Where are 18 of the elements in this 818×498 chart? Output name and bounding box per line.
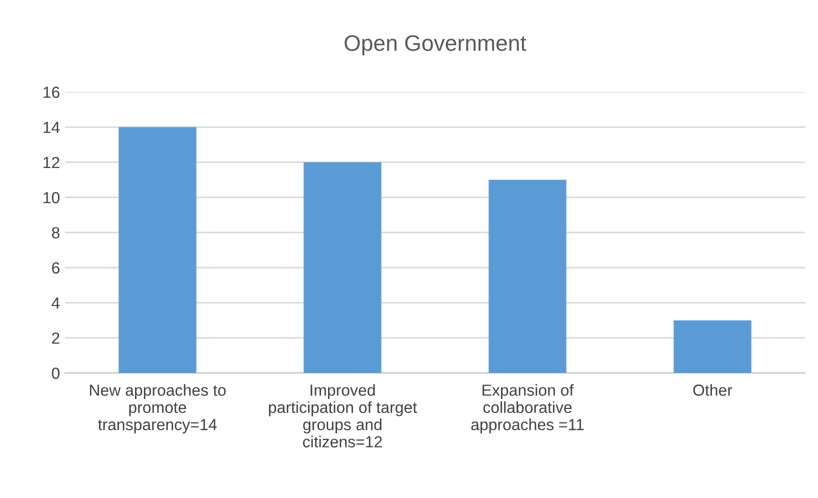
y-tick-label: 6 [52,262,60,274]
bar [304,162,382,373]
chart-title: Open Government [344,35,526,56]
y-tick-label: 2 [52,332,60,344]
y-tick-label: 0 [52,368,60,379]
y-tick-label: 10 [44,192,60,204]
y-tick-label: 12 [44,156,60,168]
y-tick-label: 16 [44,86,60,98]
x-tick-label: Improved participation of target groups and citizens=12 [268,384,417,448]
y-tick-label: 8 [52,227,60,238]
bar [674,320,752,373]
bar [118,127,196,373]
x-tick-label: Expansion of collaborative approaches =11 [471,384,584,434]
y-tick-label: 4 [52,298,60,309]
bar [488,180,566,373]
x-tick-label: Other [693,384,732,396]
x-tick-label: New approaches to promote transparency=14 [90,384,226,434]
y-tick-label: 14 [44,122,60,133]
